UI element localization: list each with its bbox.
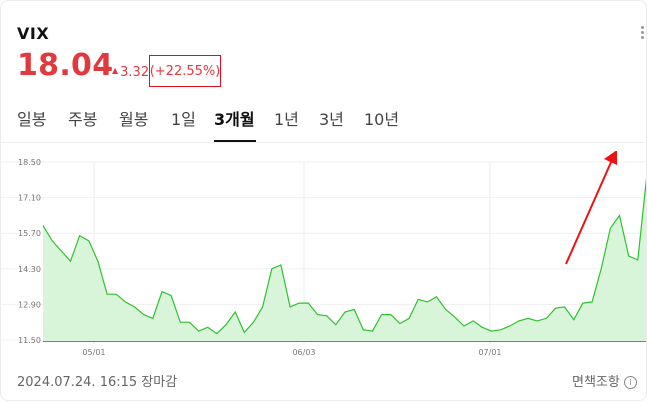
x-tick-label: 06/03 [292, 348, 315, 357]
tab-weekly[interactable]: 주봉 [68, 110, 98, 129]
y-tick-label: 11.50 [18, 336, 41, 345]
tab-1year[interactable]: 1년 [274, 110, 299, 129]
x-tick-label: 07/01 [478, 348, 501, 357]
disclaimer-link[interactable]: 면책조항 i [572, 371, 637, 390]
change-value: 3.32 [120, 65, 150, 80]
y-tick-label: 17.10 [18, 194, 41, 203]
y-tick-label: 14.30 [18, 265, 41, 274]
price-change: ▲ 3.32 [112, 65, 149, 80]
chart-series-line [42, 177, 646, 335]
kebab-icon[interactable] [640, 26, 646, 42]
tab-3years[interactable]: 3년 [319, 110, 344, 129]
change-percent-highlight: (+22.55%) [149, 55, 221, 87]
chart-area-fill [43, 183, 646, 341]
info-icon: i [623, 376, 637, 389]
tabs-divider [1, 142, 646, 143]
up-arrow-icon: ▲ [112, 66, 119, 75]
change-percent: (+22.55%) [149, 63, 221, 79]
tab-monthly[interactable]: 월봉 [119, 110, 149, 129]
y-tick-label: 12.90 [18, 300, 41, 309]
tab-daily[interactable]: 일봉 [17, 110, 47, 129]
period-tabs: 일봉 주봉 월봉 1일 3개월 1년 3년 10년 [1, 106, 646, 142]
tab-10years[interactable]: 10년 [364, 110, 400, 129]
active-tab-indicator [214, 140, 256, 142]
y-tick-label: 15.70 [18, 229, 41, 238]
tab-1day[interactable]: 1일 [171, 110, 196, 129]
x-tick-label: 05/01 [82, 348, 105, 357]
red-annotation-arrow [565, 151, 617, 265]
current-price: 18.04 [17, 48, 114, 83]
y-tick-label: 18.50 [18, 158, 41, 167]
tab-3months[interactable]: 3개월 [214, 110, 255, 129]
index-title: VIX [17, 24, 50, 43]
disclaimer-label: 면책조항 [572, 375, 620, 390]
price-chart[interactable]: 18.50 17.10 15.70 14.30 12.90 11.50 05/01 06/0… [1, 151, 647, 361]
timestamp: 2024.07.24. 16:15 장마감 [17, 375, 178, 390]
